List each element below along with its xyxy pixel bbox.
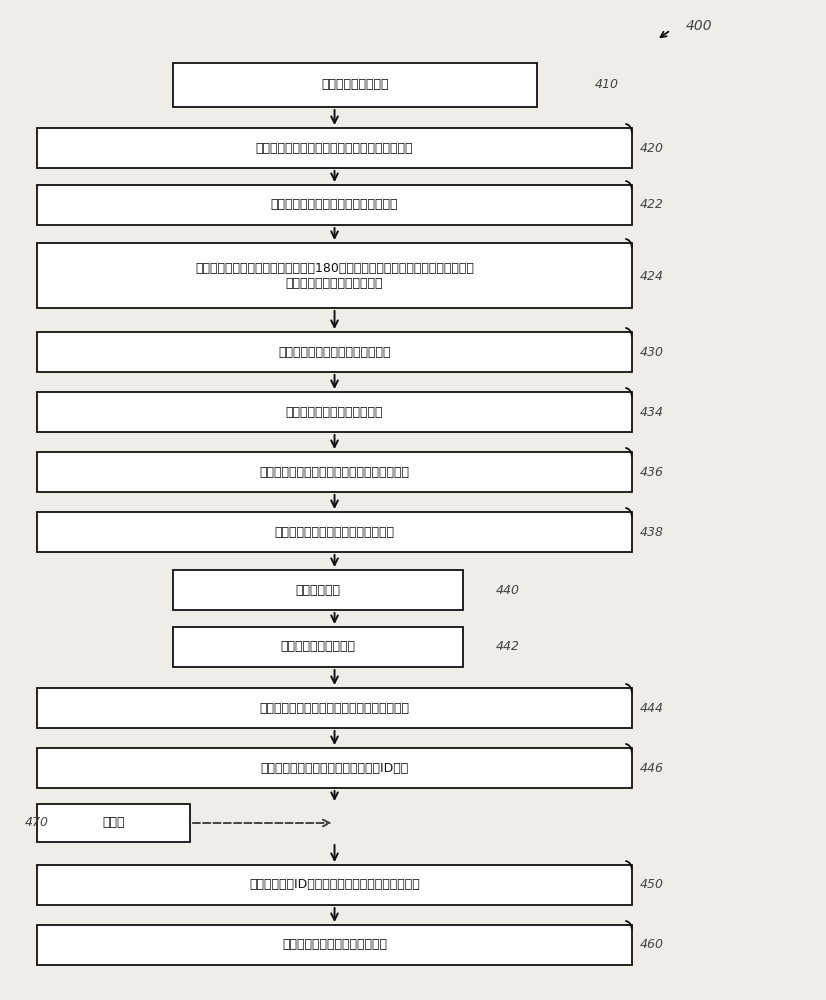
Text: 450: 450: [640, 879, 664, 892]
Text: 执行解码过程并传输解码的数据: 执行解码过程并传输解码的数据: [282, 938, 387, 952]
Text: 436: 436: [640, 466, 664, 479]
Text: 点检测: 点检测: [102, 816, 125, 830]
FancyBboxPatch shape: [37, 925, 632, 965]
Text: 400: 400: [686, 19, 712, 33]
Text: 440: 440: [496, 584, 520, 596]
FancyBboxPatch shape: [37, 865, 632, 905]
FancyBboxPatch shape: [37, 748, 632, 788]
FancyBboxPatch shape: [37, 688, 632, 728]
Text: 关于点对网格进行定向: 关于点对网格进行定向: [281, 640, 355, 654]
FancyBboxPatch shape: [173, 627, 463, 667]
FancyBboxPatch shape: [37, 185, 632, 225]
Text: 444: 444: [640, 702, 664, 714]
FancyBboxPatch shape: [37, 128, 632, 168]
Text: 410: 410: [595, 79, 619, 92]
FancyBboxPatch shape: [37, 332, 632, 372]
Text: 424: 424: [640, 269, 664, 282]
FancyBboxPatch shape: [37, 512, 632, 552]
FancyBboxPatch shape: [37, 392, 632, 432]
FancyBboxPatch shape: [173, 570, 463, 610]
Text: 442: 442: [496, 641, 520, 654]
Text: 430: 430: [640, 346, 664, 359]
Text: 确定剩余候选鞍点的优势角并去除: 确定剩余候选鞍点的优势角并去除: [278, 346, 391, 359]
Text: 470: 470: [25, 816, 49, 830]
Text: 460: 460: [640, 938, 664, 952]
FancyBboxPatch shape: [37, 243, 632, 308]
Text: 434: 434: [640, 406, 664, 418]
Text: 捕获物体图像并存储: 捕获物体图像并存储: [321, 79, 389, 92]
Text: 422: 422: [640, 198, 664, 212]
Text: 选择性地将每一像素数据分组相应的180度旋转的分组应用于每一像素数据分组，
并去除低于预设临界值的分组: 选择性地将每一像素数据分组相应的180度旋转的分组应用于每一像素数据分组， 并去…: [195, 262, 474, 290]
Text: 438: 438: [640, 526, 664, 538]
Text: 基于其间的相对距离确定沿相似角的配对鞍点: 基于其间的相对距离确定沿相似角的配对鞍点: [259, 466, 410, 479]
FancyBboxPatch shape: [173, 63, 537, 107]
Text: 446: 446: [640, 762, 664, 774]
Text: 去除低于预设反关联临界值的像素分组: 去除低于预设反关联临界值的像素分组: [271, 198, 398, 212]
FancyBboxPatch shape: [37, 804, 190, 842]
Text: 420: 420: [640, 141, 664, 154]
FancyBboxPatch shape: [37, 452, 632, 492]
Text: 在整个图像上将反关联核心应用于像素数据分组: 在整个图像上将反关联核心应用于像素数据分组: [256, 141, 413, 154]
Text: 使相邻点平滑: 使相邻点平滑: [296, 583, 340, 596]
Text: 沿构建的结构对鞍点进行采样并验证ID结构: 沿构建的结构对鞍点进行采样并验证ID结构: [260, 762, 409, 774]
Text: 利用优势角信息计算最终鞍点: 利用优势角信息计算最终鞍点: [286, 406, 383, 418]
Text: 生成搜寻到的ID的一灰度级、二进制和裁剪的图像: 生成搜寻到的ID的一灰度级、二进制和裁剪的图像: [249, 879, 420, 892]
Text: 去除未与网格对齐的鞍点并根据需要重新对齐: 去除未与网格对齐的鞍点并根据需要重新对齐: [259, 702, 410, 714]
Text: 投射共线且间隔适当单位距离的鞍点: 投射共线且间隔适当单位距离的鞍点: [274, 526, 395, 538]
